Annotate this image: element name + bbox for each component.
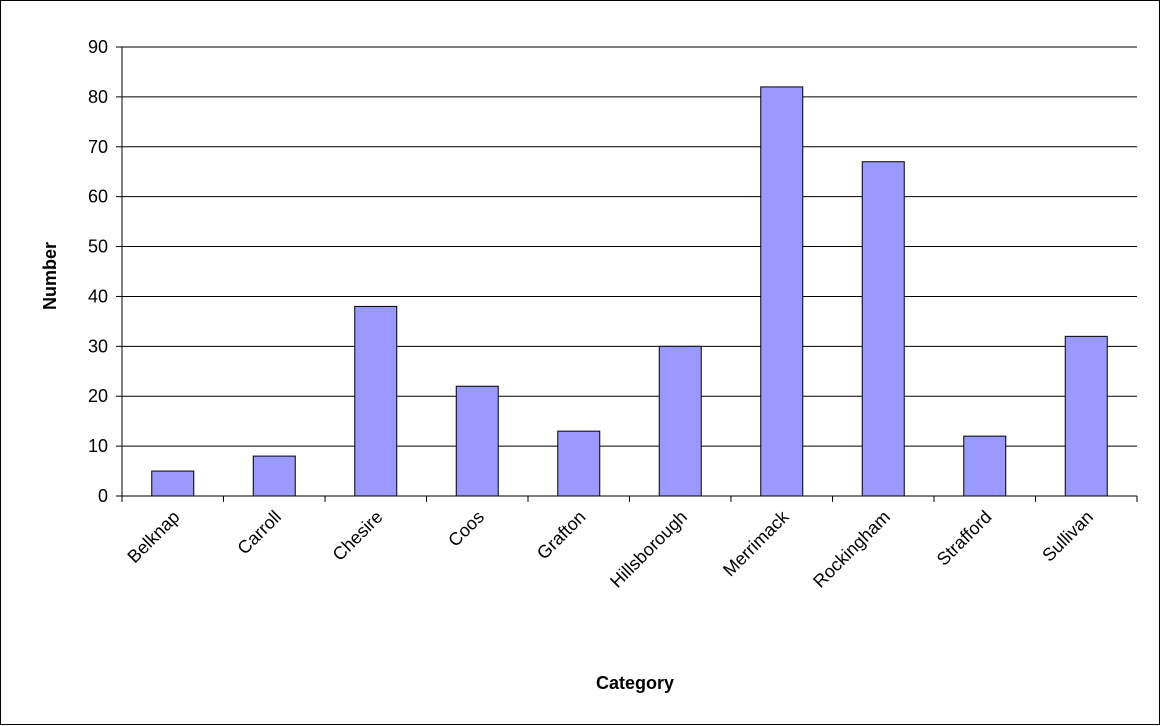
bar-rockingham [861, 161, 905, 497]
bar-sullivan [1064, 335, 1108, 497]
y-tick-labels: 0 10 20 30 40 50 60 70 80 90 [88, 37, 108, 506]
bars [151, 86, 1108, 497]
bar-merrimack [760, 86, 804, 497]
y-tick-label: 70 [88, 137, 108, 157]
y-tick-label: 80 [88, 87, 108, 107]
bar-coos [455, 385, 499, 497]
y-tick-label: 0 [98, 486, 108, 506]
y-tick-label: 10 [88, 436, 108, 456]
y-tick-label: 40 [88, 286, 108, 306]
x-tick-label: Hillsborough [606, 507, 691, 592]
bar-grafton [557, 430, 601, 497]
x-tick-label: Coos [444, 507, 488, 551]
y-tick-label: 20 [88, 386, 108, 406]
gridlines [116, 46, 1138, 502]
x-tick-label: Strafford [933, 507, 996, 570]
bar-belknap [151, 470, 195, 497]
y-tick-label: 30 [88, 336, 108, 356]
x-tick-label: Sullivan [1038, 507, 1097, 566]
y-tick-label: 60 [88, 187, 108, 207]
bar-chesire [354, 305, 398, 497]
x-tick-label: Belknap [123, 507, 183, 567]
x-tick-label: Rockingham [809, 507, 894, 592]
bar-carroll [252, 455, 296, 497]
x-tick-label: Grafton [533, 507, 590, 564]
y-axis-title: Number [40, 242, 60, 310]
axes [121, 47, 1137, 497]
x-tick-label: Merrimack [719, 506, 793, 580]
bar-hillsborough [658, 345, 702, 497]
x-tick-label: Chesire [329, 507, 387, 565]
y-tick-label: 90 [88, 37, 108, 57]
x-tick-label: Carroll [233, 507, 285, 559]
x-axis-title: Category [596, 673, 674, 693]
x-tick-labels: Belknap Carroll Chesire Coos Grafton Hillsbor… [123, 506, 1097, 592]
bar-strafford [963, 435, 1007, 497]
y-tick-label: 50 [88, 237, 108, 257]
